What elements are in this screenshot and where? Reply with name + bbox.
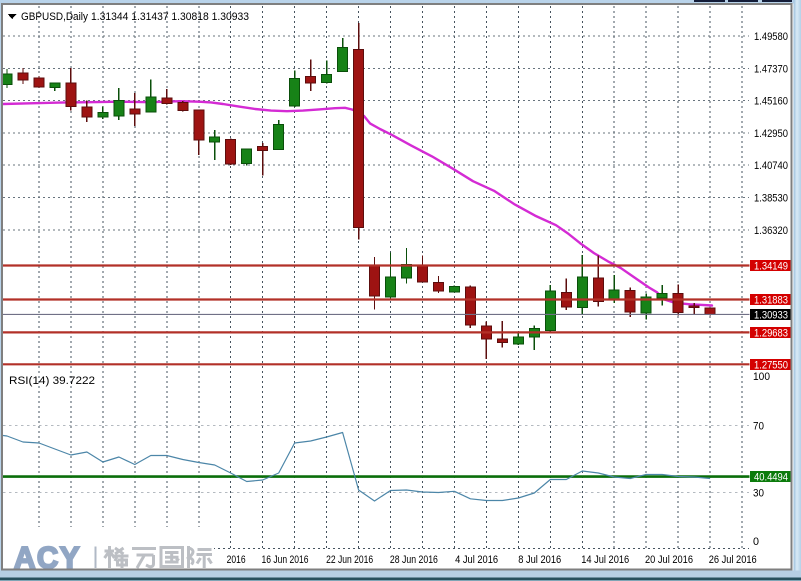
svg-text:4 Jul 2016: 4 Jul 2016 xyxy=(455,554,498,566)
svg-text:1.34149: 1.34149 xyxy=(754,261,788,273)
svg-text:30: 30 xyxy=(753,488,764,500)
svg-text:1.31883: 1.31883 xyxy=(754,295,788,307)
svg-text:70: 70 xyxy=(753,421,764,433)
svg-text:26 Jul 2016: 26 Jul 2016 xyxy=(709,554,757,566)
svg-text:1.29683: 1.29683 xyxy=(754,327,788,339)
svg-text:1.42950: 1.42950 xyxy=(754,128,788,140)
svg-text:1.38530: 1.38530 xyxy=(754,193,788,205)
svg-text:2016: 2016 xyxy=(227,554,246,566)
svg-text:1.47370: 1.47370 xyxy=(754,63,788,75)
svg-text:1.49580: 1.49580 xyxy=(754,31,788,43)
svg-text:1.40740: 1.40740 xyxy=(754,160,788,172)
svg-text:1.31344 1.31437 1.30818 1.3093: 1.31344 1.31437 1.30818 1.30933 xyxy=(91,11,249,23)
svg-text:1.45160: 1.45160 xyxy=(754,96,788,108)
svg-text:GBPUSD,Daily: GBPUSD,Daily xyxy=(21,11,88,23)
svg-text:100: 100 xyxy=(753,371,770,383)
svg-text:1.36320: 1.36320 xyxy=(754,225,788,237)
svg-text:16 Jun 2016: 16 Jun 2016 xyxy=(262,554,309,566)
svg-text:22 Jun 2016: 22 Jun 2016 xyxy=(326,554,373,566)
svg-text:20 Jul 2016: 20 Jul 2016 xyxy=(645,554,693,566)
svg-text:1.30933: 1.30933 xyxy=(754,309,788,321)
svg-text:14 Jul 2016: 14 Jul 2016 xyxy=(581,554,629,566)
svg-text:RSI(14) 39.7222: RSI(14) 39.7222 xyxy=(9,375,95,387)
svg-text:8 Jul 2016: 8 Jul 2016 xyxy=(518,554,561,566)
svg-text:28 Jun 2016: 28 Jun 2016 xyxy=(390,554,438,566)
svg-text:1.27550: 1.27550 xyxy=(754,359,788,371)
svg-text:40.4494: 40.4494 xyxy=(754,472,788,484)
svg-text:0: 0 xyxy=(753,536,759,548)
